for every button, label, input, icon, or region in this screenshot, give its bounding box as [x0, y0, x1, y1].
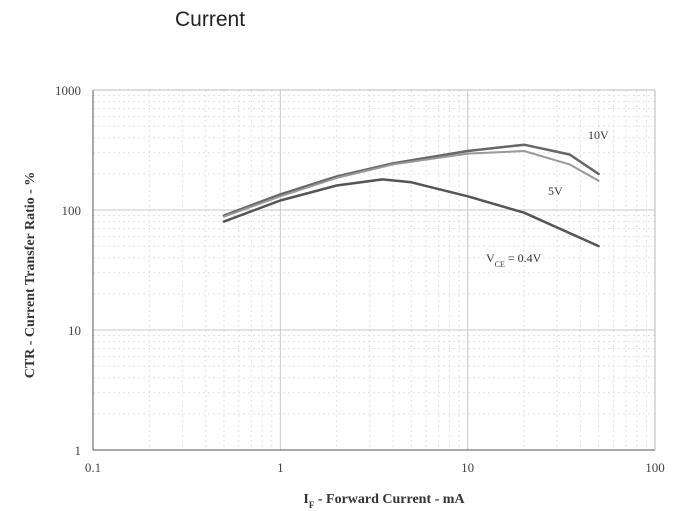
series-point: [381, 179, 383, 181]
series-label: VCE = 0.4V: [486, 251, 542, 269]
series-point: [598, 173, 600, 175]
x-axis-label: IF - Forward Current - mA: [303, 492, 465, 510]
series-point: [523, 212, 525, 214]
x-tick-label: 10: [461, 460, 474, 475]
series-label: 10V: [588, 128, 609, 142]
series-point: [392, 164, 394, 166]
series-point: [223, 216, 225, 218]
series-point: [467, 150, 469, 152]
series-point: [280, 194, 282, 196]
series-point: [410, 182, 412, 184]
y-axis-label: CTR - Current Transfer Ratio - %: [23, 172, 38, 379]
y-tick-label: 100: [62, 203, 82, 218]
series-point: [280, 196, 282, 198]
y-tick-label: 1: [75, 443, 82, 458]
series-point: [569, 164, 571, 166]
series-point: [569, 154, 571, 156]
x-tick-label: 1: [277, 460, 284, 475]
y-tick-label: 10: [68, 323, 81, 338]
series-point: [598, 180, 600, 182]
x-tick-label: 0.1: [85, 460, 101, 475]
series-point: [523, 144, 525, 146]
series-label: 5V: [548, 184, 563, 198]
series-point: [223, 221, 225, 223]
series-point: [523, 150, 525, 152]
series-point: [598, 245, 600, 247]
series-point: [467, 153, 469, 155]
x-tick-label: 100: [645, 460, 665, 475]
grid-layer: [93, 90, 655, 450]
series-point: [280, 200, 282, 202]
series-point: [336, 185, 338, 187]
y-tick-label: 1000: [55, 83, 81, 98]
series-point: [336, 177, 338, 179]
series-point: [467, 196, 469, 198]
